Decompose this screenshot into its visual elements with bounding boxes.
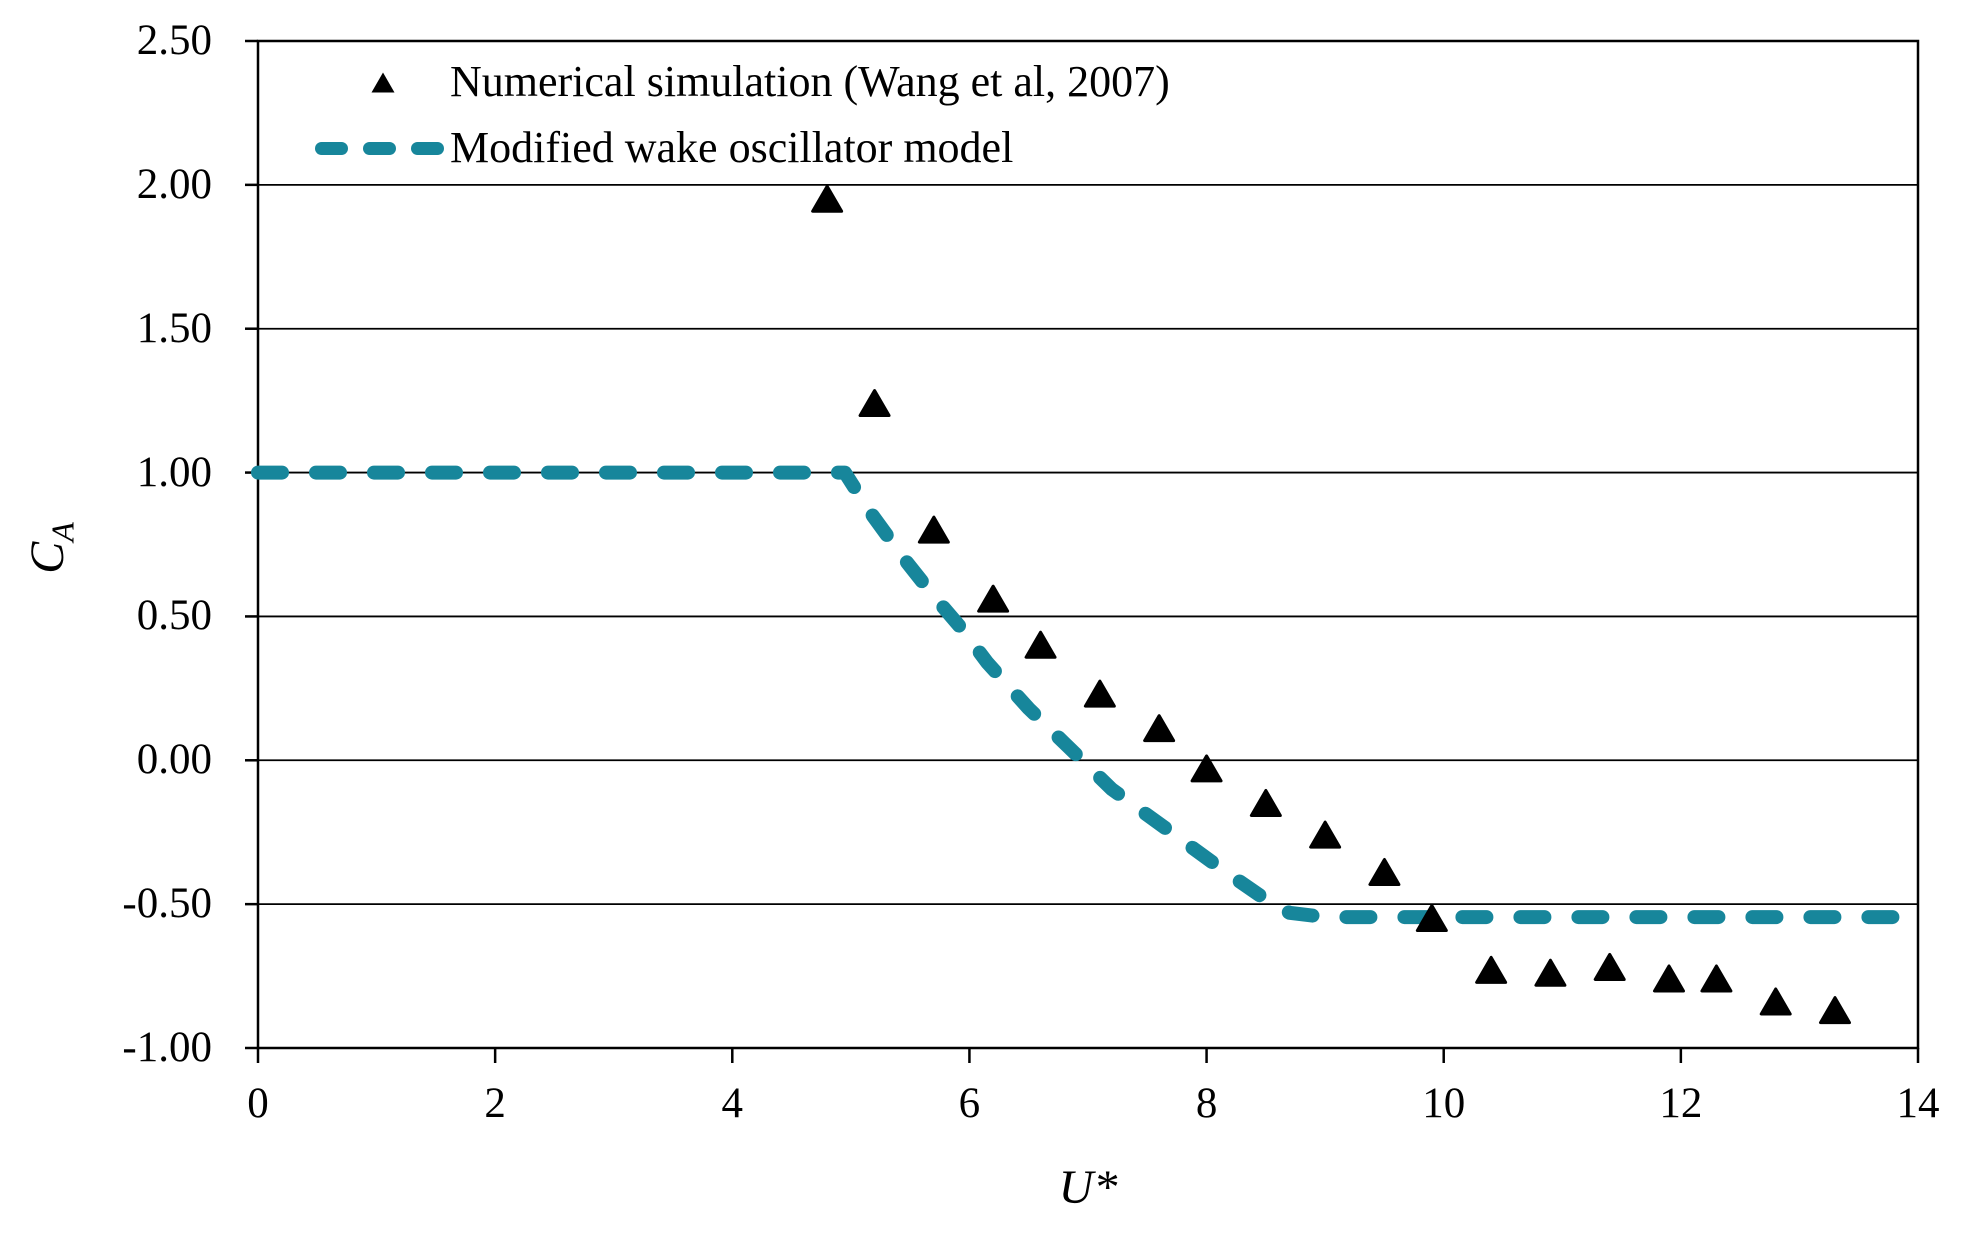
x-axis-label: U*	[988, 1158, 1188, 1218]
x-tick-label: 4	[721, 1080, 744, 1127]
y-axis-label-sub: A	[44, 522, 81, 542]
data-point-triangle	[1700, 964, 1733, 993]
data-point-triangle	[1534, 958, 1567, 987]
legend-marker-box	[315, 120, 450, 176]
y-tick-label: -0.50	[122, 880, 212, 928]
y-tick-label: 0.00	[136, 736, 212, 784]
data-point-triangle	[1083, 679, 1116, 708]
legend-marker-box	[315, 54, 450, 110]
y-tick-label: 1.00	[136, 448, 212, 496]
dashed-line-icon	[315, 141, 444, 155]
data-point-triangle	[1249, 788, 1282, 817]
y-tick-label: 2.00	[136, 160, 212, 208]
legend-item-numerical-simulation: Numerical simulation (Wang et al, 2007)	[315, 54, 1170, 110]
x-tick-label: 0	[247, 1080, 269, 1127]
data-point-triangle	[858, 389, 891, 418]
data-point-triangle	[811, 184, 844, 213]
data-point-triangle	[1475, 955, 1508, 984]
y-tick-label: -1.00	[122, 1024, 212, 1071]
plot-border	[256, 39, 1920, 1050]
legend-item-label: Modified wake oscillator model	[450, 123, 1014, 172]
data-point-triangle	[917, 515, 950, 544]
y-axis-label-main: C	[21, 541, 74, 574]
data-point-triangle	[1309, 820, 1342, 849]
data-point-triangle	[1653, 964, 1685, 993]
data-point-triangle	[1368, 857, 1401, 886]
y-axis-label: CA	[18, 428, 81, 668]
data-point-triangle	[1415, 904, 1448, 933]
y-tick-label: 2.50	[136, 17, 212, 64]
model-line	[251, 465, 1925, 925]
data-point-triangle	[1024, 630, 1057, 659]
x-tick-label: 6	[958, 1080, 981, 1127]
x-tick-label: 10	[1422, 1080, 1466, 1127]
x-tick-label: 14	[1896, 1080, 1940, 1127]
legend-item-label: Numerical simulation (Wang et al, 2007)	[450, 57, 1170, 106]
x-tick-label: 12	[1659, 1080, 1703, 1127]
data-point-triangle	[1593, 952, 1626, 981]
y-tick-label: 1.50	[136, 304, 212, 352]
x-tick-label: 8	[1195, 1080, 1218, 1127]
x-axis-label-text: U*	[1058, 1161, 1118, 1214]
data-point-triangle	[1759, 987, 1792, 1016]
data-point-triangle	[1143, 714, 1176, 743]
data-point-triangle	[1190, 754, 1223, 783]
x-tick-label: 2	[484, 1080, 506, 1127]
triangle-marker-icon	[371, 72, 394, 92]
data-point-triangle	[977, 584, 1010, 613]
y-tick-label: 0.50	[136, 592, 212, 640]
legend-item-model: Modified wake oscillator model	[315, 120, 1013, 176]
data-point-triangle	[1819, 996, 1851, 1025]
